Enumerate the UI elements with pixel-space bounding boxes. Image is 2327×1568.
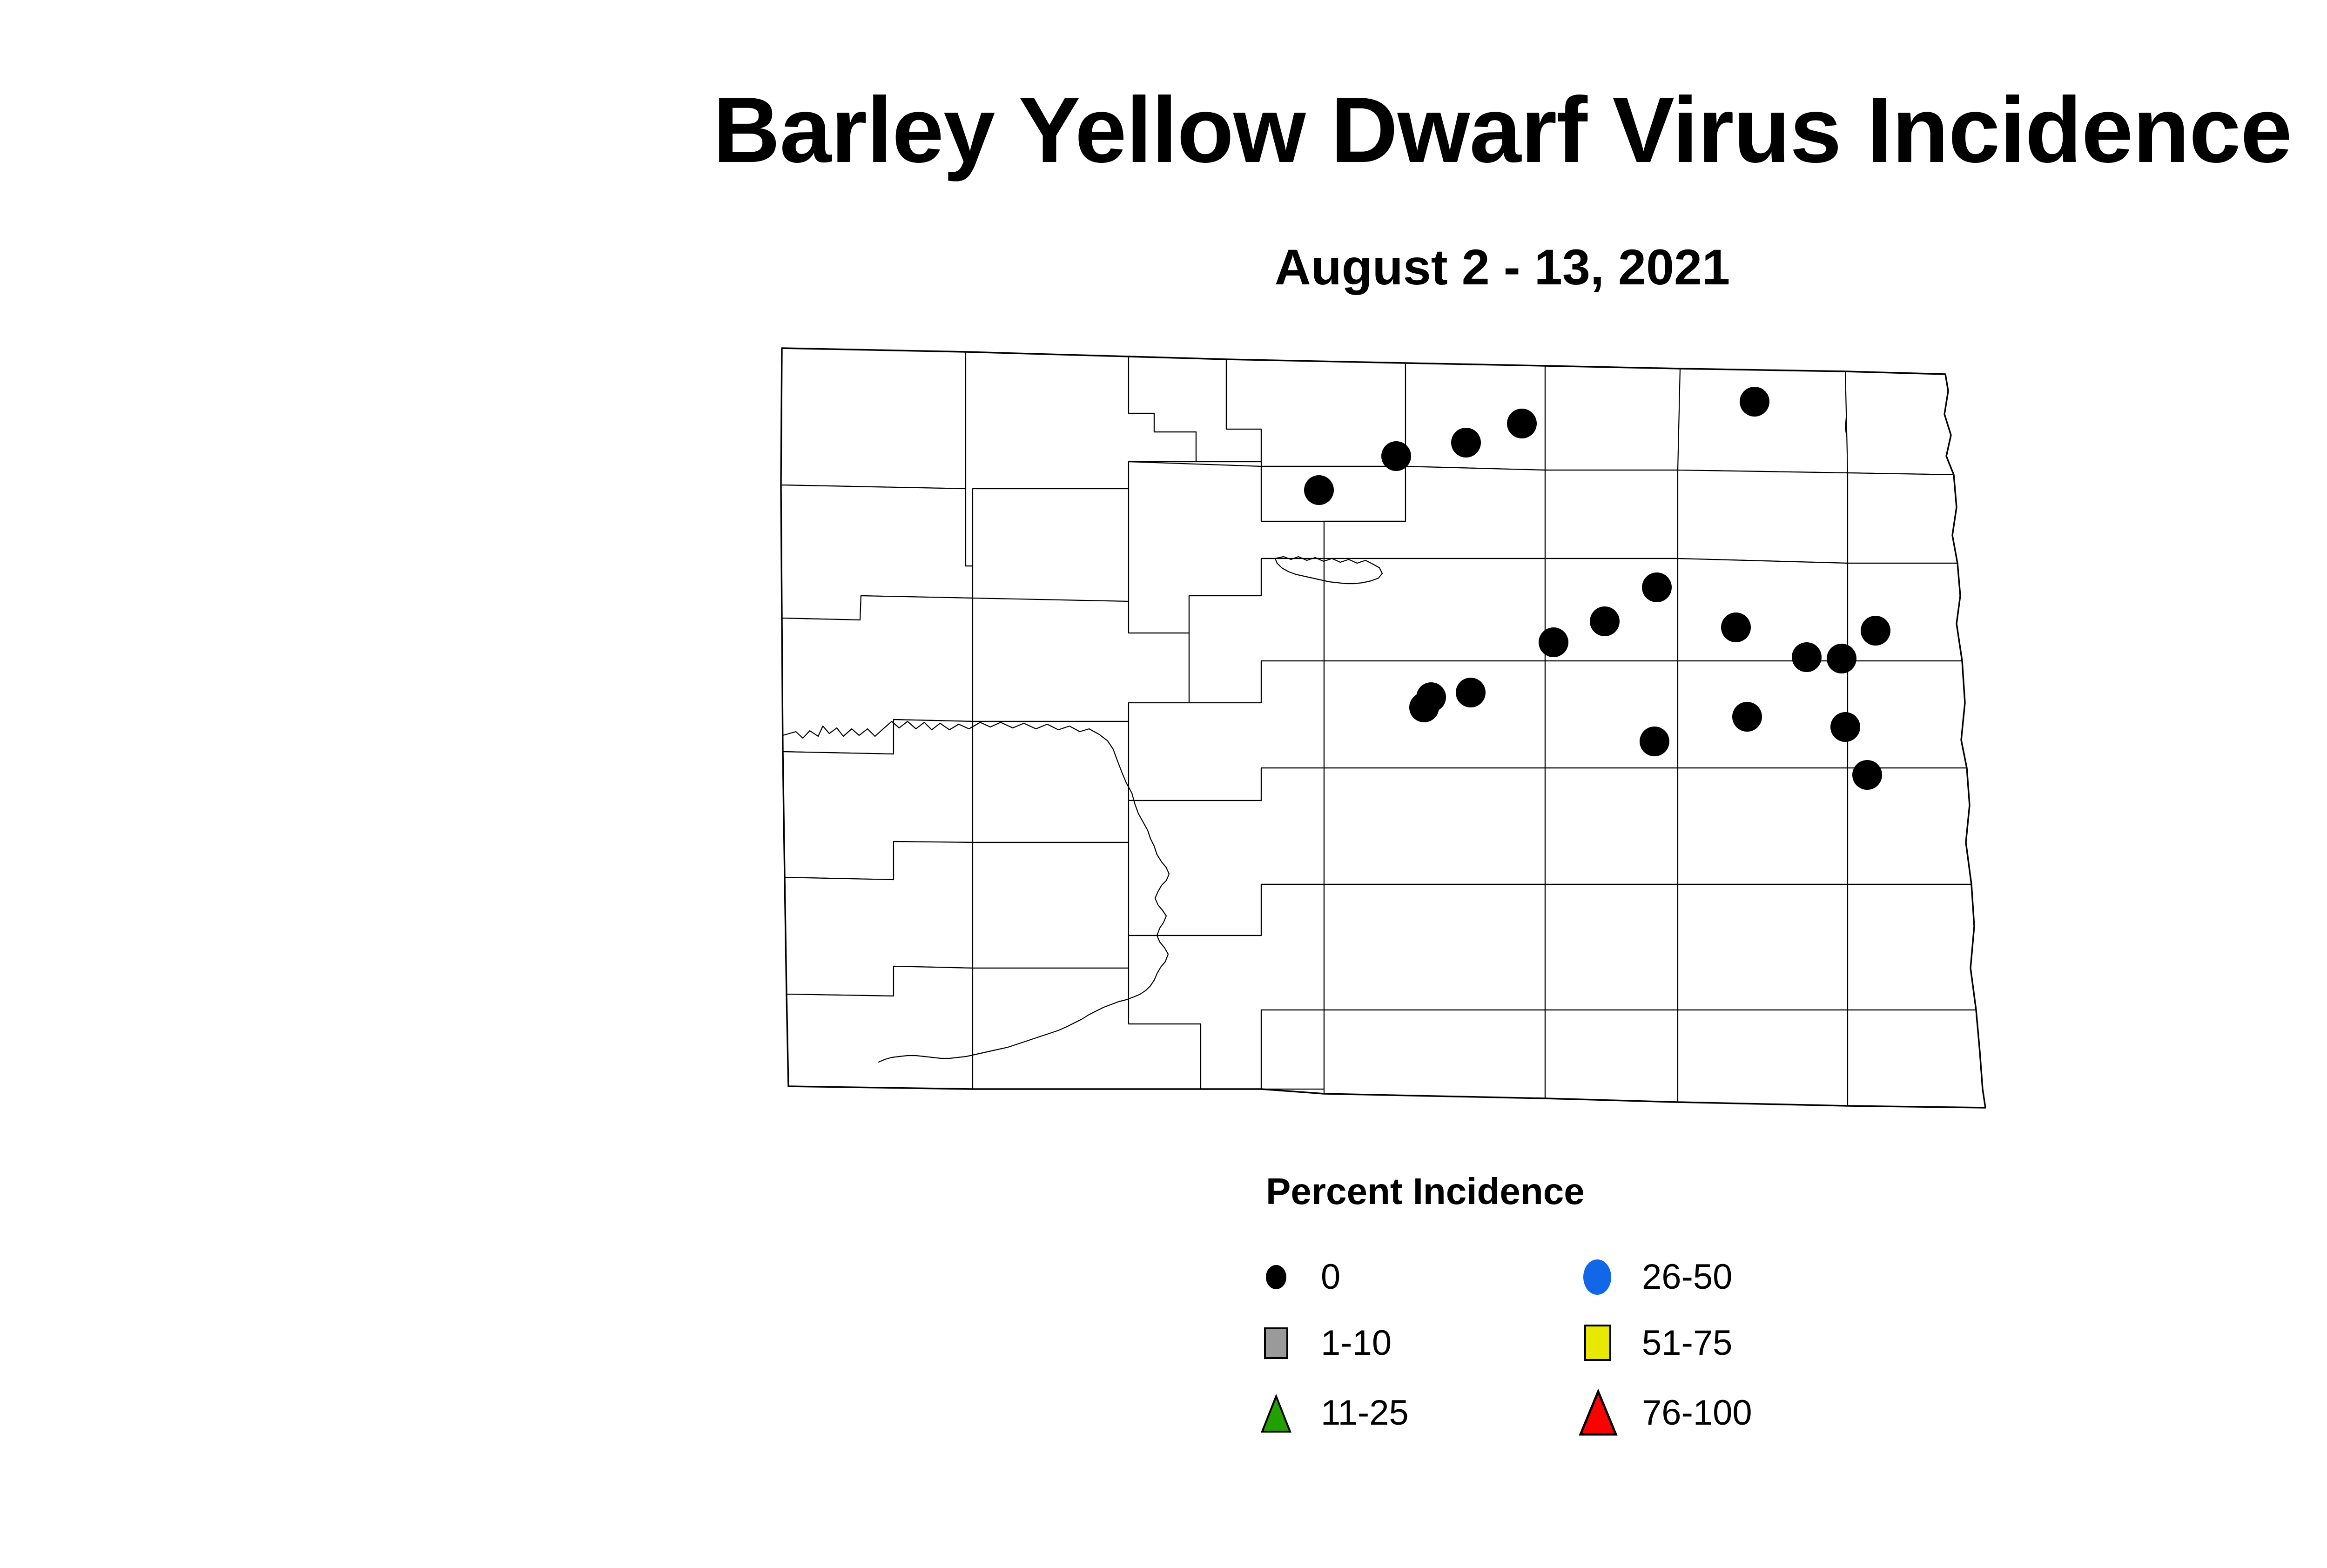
lake-sakakawea — [782, 720, 1158, 855]
county-grand-forks — [1848, 563, 1962, 661]
missouri-river — [878, 854, 1170, 1063]
data-point-site — [1590, 606, 1620, 636]
county-towner — [1545, 366, 1684, 470]
subtitle-block: August 2 - 13, 2021 — [0, 242, 2327, 292]
data-point-site — [1381, 441, 1411, 471]
county-stark — [973, 842, 1129, 968]
county-lamoure — [1545, 884, 1678, 1010]
county-kidder-burleigh — [1324, 768, 1545, 884]
page-title: Barley Yellow Dwarf Virus Incidence — [713, 78, 2292, 182]
legend-item-76-100[interactable]: 76-100 — [1578, 1385, 1752, 1441]
data-point-site — [1721, 612, 1751, 642]
county-emmons-logan — [1324, 884, 1545, 1010]
legend-label-26-50: 26-50 — [1642, 1257, 1733, 1297]
data-point-site — [1304, 475, 1334, 505]
county-sargent — [1678, 1010, 1848, 1106]
legend-item-51-75[interactable]: 51-75 — [1578, 1315, 1732, 1371]
data-point-site — [1507, 409, 1537, 438]
county-wells-north — [1324, 559, 1545, 661]
data-point-site — [1409, 693, 1439, 722]
county-richland-north — [1848, 884, 1976, 1010]
data-point-site — [1792, 642, 1822, 672]
county-ransom — [1678, 884, 1848, 1010]
county-boundaries-row5 — [785, 768, 1971, 996]
county-walsh — [1848, 473, 1957, 563]
data-point-site — [1861, 616, 1890, 646]
county-barnes-south — [1678, 768, 1848, 884]
county-benson — [1545, 470, 1678, 559]
county-nelson — [1678, 559, 1848, 661]
data-point-site — [1732, 702, 1762, 732]
data-point-site — [1827, 644, 1856, 673]
county-ramsey — [1678, 470, 1848, 563]
county-sioux-west — [1261, 1010, 1324, 1089]
date-range-subtitle: August 2 - 13, 2021 — [1274, 239, 1730, 295]
square-icon — [1578, 1315, 1634, 1371]
legend-title: Percent Incidence — [1266, 1171, 1585, 1212]
county-traill — [1848, 661, 1967, 768]
legend-label-0: 0 — [1321, 1257, 1341, 1297]
circle-icon — [1578, 1249, 1634, 1305]
legend-grid: 0 1-10 11-25 26-50 — [1257, 1249, 1908, 1445]
legend-label-76-100: 76-100 — [1642, 1393, 1752, 1433]
legend-label-1-10: 1-10 — [1321, 1323, 1392, 1363]
county-boundaries-row4 — [783, 661, 1967, 880]
legend: Percent Incidence 0 1-10 — [1257, 1173, 1908, 1445]
legend-item-11-25[interactable]: 11-25 — [1257, 1385, 1409, 1441]
legend-item-0[interactable]: 0 — [1257, 1249, 1340, 1305]
legend-label-51-75: 51-75 — [1642, 1323, 1733, 1363]
data-point-site — [1740, 387, 1769, 417]
county-boundaries-row6 — [787, 884, 1976, 1089]
data-point-site — [1830, 712, 1860, 742]
county-stutsman-south — [1545, 768, 1678, 884]
legend-label-11-25: 11-25 — [1321, 1393, 1409, 1433]
data-point-site — [1852, 760, 1882, 790]
data-point-site — [1642, 572, 1672, 602]
north-dakota-county-map — [754, 335, 2122, 1159]
square-icon — [1257, 1315, 1312, 1371]
county-pembina — [1845, 371, 1954, 475]
devils-lake — [1274, 556, 1383, 585]
triangle-icon — [1578, 1385, 1634, 1441]
circle-icon — [1257, 1249, 1312, 1305]
county-richland-south — [1848, 1010, 1985, 1108]
county-divide — [781, 348, 966, 489]
county-boundaries-row7 — [1261, 1010, 1985, 1108]
county-dickey-east — [1545, 1010, 1678, 1102]
data-point-site — [1640, 727, 1669, 756]
county-mchenry-north — [1261, 466, 1406, 521]
triangle-icon — [1257, 1385, 1312, 1441]
data-points-layer — [1304, 387, 1890, 790]
county-boundaries — [781, 348, 1954, 620]
county-boundaries-row2 — [782, 462, 1957, 754]
data-point-site — [1451, 428, 1481, 458]
state-outline-north-dakota — [780, 347, 1986, 1109]
legend-item-1-10[interactable]: 1-10 — [1257, 1315, 1392, 1371]
map-svg — [780, 347, 1986, 1109]
data-point-site — [1539, 627, 1568, 657]
county-mcintosh-dickey — [1324, 1010, 1545, 1098]
legend-item-26-50[interactable]: 26-50 — [1578, 1249, 1732, 1305]
title-block: Barley Yellow Dwarf Virus Incidence — [0, 84, 2327, 177]
data-point-site — [1456, 678, 1486, 707]
county-cavalier — [1678, 369, 1850, 473]
county-barnes-north — [1678, 661, 1848, 768]
